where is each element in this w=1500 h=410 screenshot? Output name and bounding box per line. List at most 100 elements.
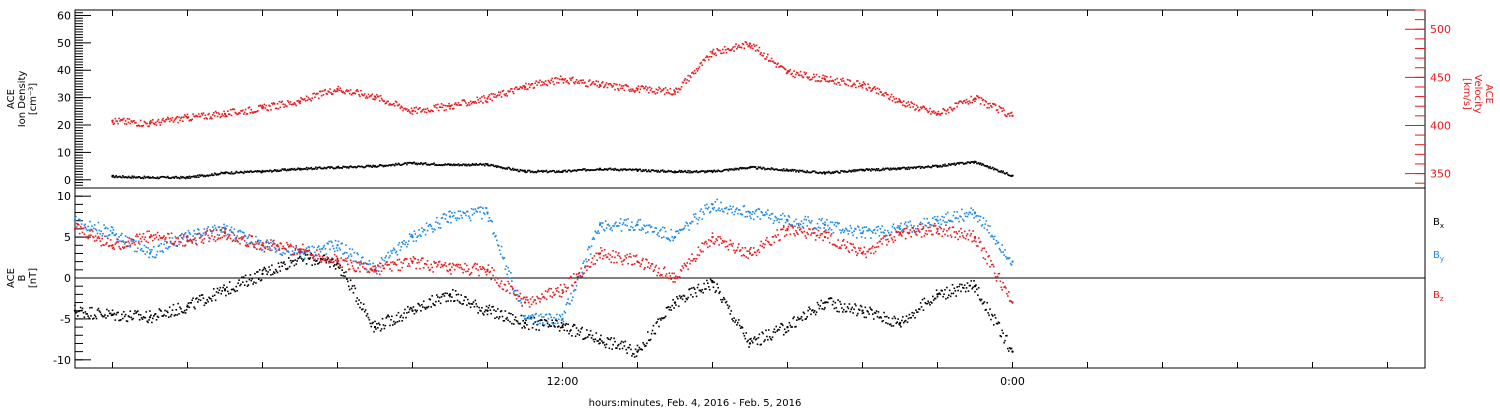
data-point [364, 309, 367, 311]
data-point [235, 238, 238, 241]
data-point [865, 87, 868, 90]
data-point [241, 236, 243, 238]
data-point [317, 253, 320, 256]
data-point [243, 111, 246, 114]
data-point [593, 255, 596, 257]
data-point [1009, 348, 1012, 350]
data-point [808, 219, 810, 222]
data-point [528, 306, 531, 308]
data-point [195, 114, 197, 117]
data-point [792, 75, 794, 78]
data-point [722, 296, 725, 299]
data-point [769, 244, 772, 246]
data-point [365, 95, 368, 98]
data-point [617, 254, 619, 257]
data-point [135, 235, 137, 238]
data-point [986, 165, 988, 167]
data-point [813, 170, 816, 173]
data-point [267, 109, 269, 112]
data-point [842, 231, 845, 234]
data-point [520, 297, 523, 300]
data-point [410, 107, 413, 110]
data-point [562, 169, 565, 172]
data-point [494, 235, 496, 238]
data-point [165, 247, 167, 249]
data-marker [936, 219, 939, 222]
data-point [604, 346, 607, 349]
data-point [131, 175, 133, 178]
data-point [536, 84, 538, 86]
data-point [713, 169, 716, 172]
data-point [612, 343, 614, 346]
data-point [304, 249, 307, 251]
data-point [734, 210, 736, 213]
data-point [96, 232, 99, 235]
data-point [494, 165, 496, 168]
data-point [670, 228, 673, 231]
data-point [267, 170, 269, 173]
data-point [758, 166, 761, 169]
data-point [779, 326, 781, 329]
data-point [946, 286, 948, 289]
data-point [884, 229, 886, 232]
data-point [920, 306, 923, 308]
data-point [1007, 257, 1010, 260]
data-point [140, 177, 143, 179]
data-point [481, 164, 483, 166]
data-point [553, 170, 555, 172]
data-point [362, 308, 364, 310]
data-point [695, 169, 698, 172]
data-point [736, 249, 738, 252]
data-point [917, 166, 919, 168]
data-point [504, 268, 507, 270]
data-point [868, 86, 870, 89]
data-point [224, 115, 226, 118]
data-point [86, 235, 88, 238]
data-point [960, 290, 962, 293]
data-point [917, 165, 920, 168]
data-point [373, 330, 375, 333]
data-point [277, 170, 280, 173]
data-point [509, 320, 511, 323]
data-point [182, 244, 184, 247]
data-point [649, 265, 652, 267]
data-point [256, 248, 258, 250]
data-point [891, 167, 894, 170]
data-point [367, 263, 370, 266]
data-point [840, 232, 842, 234]
data-point [180, 234, 182, 236]
data-point [600, 247, 602, 249]
data-point [360, 301, 362, 304]
data-point [239, 242, 241, 245]
data-point [415, 162, 418, 165]
data-point [422, 300, 425, 303]
data-point [749, 45, 751, 48]
data-point [512, 287, 514, 290]
data-marker [598, 167, 602, 171]
data-point [518, 170, 521, 173]
data-point [191, 240, 193, 243]
data-point [1007, 173, 1009, 176]
data-point [295, 246, 298, 249]
data-point [755, 167, 758, 170]
data-point [716, 198, 718, 201]
data-point [226, 171, 228, 174]
data-point [586, 169, 588, 171]
data-point [293, 102, 296, 104]
data-point [514, 294, 517, 297]
data-point [929, 107, 931, 110]
data-point [462, 99, 464, 102]
data-point [518, 295, 521, 298]
data-point [212, 228, 215, 231]
data-point [152, 234, 155, 237]
data-point [562, 323, 565, 325]
data-point [281, 247, 283, 250]
data-point [706, 203, 708, 206]
data-point [747, 210, 749, 213]
data-point [377, 322, 380, 325]
data-point [667, 237, 670, 240]
data-point [910, 166, 913, 169]
data-point [673, 171, 675, 174]
data-point [245, 280, 248, 283]
